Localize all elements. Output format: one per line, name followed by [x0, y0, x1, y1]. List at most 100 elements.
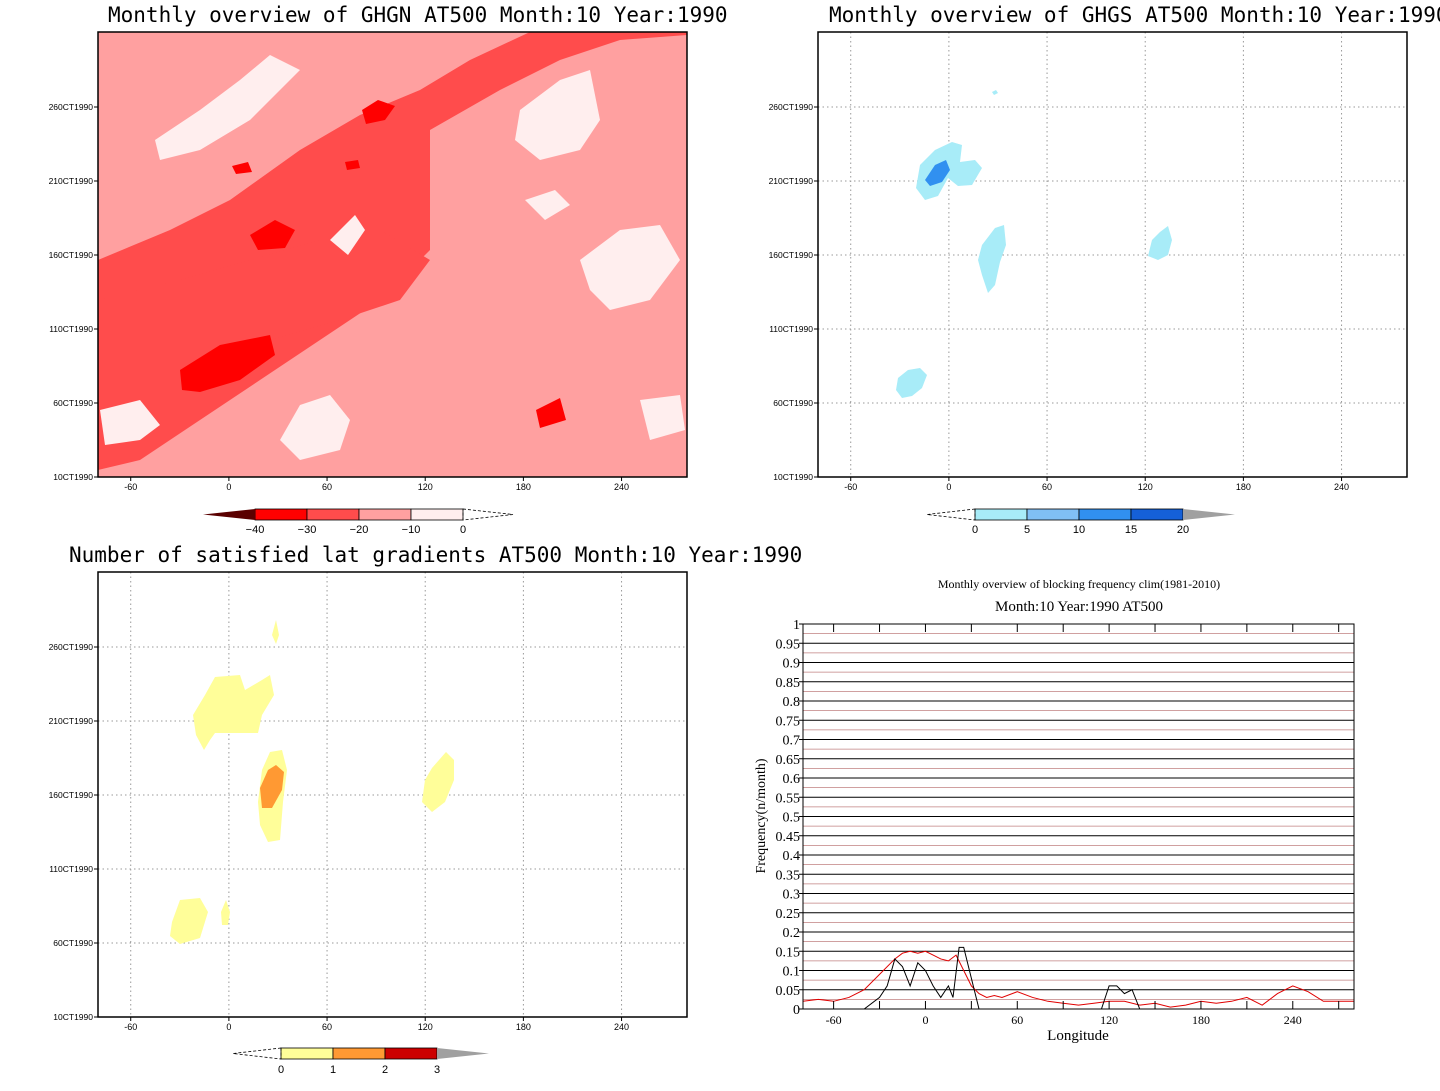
y-tick-label: 210CT1990 — [49, 716, 94, 726]
colorbar-box — [1130, 508, 1184, 521]
frequency-xlabel: Longitude — [1047, 1028, 1109, 1044]
ghgs-contour-region — [896, 368, 927, 398]
y-tick-label: 0.8 — [783, 695, 801, 710]
colorbar-left-triangle — [926, 508, 976, 521]
y-tick-label: 1 — [793, 618, 800, 633]
lat-contour-region — [221, 900, 230, 925]
colorbar-tick-label: 3 — [434, 1064, 440, 1076]
y-tick-label: 160CT1990 — [49, 790, 94, 800]
y-tick-label: 10CT1990 — [53, 1012, 93, 1022]
lat-contour-region — [193, 675, 274, 750]
y-tick-label: 210CT1990 — [769, 176, 814, 186]
ghgn-contour-region — [640, 395, 685, 440]
y-tick-label: 10CT1990 — [773, 472, 813, 482]
colorbar-left-triangle — [232, 1047, 282, 1060]
y-tick-label: 260CT1990 — [769, 102, 814, 112]
y-tick-label: 0.4 — [783, 849, 801, 864]
lat-gradients-title: Number of satisfied lat gradients AT500 … — [69, 543, 803, 567]
ghgs-contour-region — [1148, 226, 1172, 260]
x-tick-label: 180 — [516, 482, 531, 492]
ghgn-contour-region — [98, 230, 430, 400]
x-tick-label: -60 — [844, 482, 857, 492]
colorbar-left-triangle — [203, 509, 255, 520]
ghgn-contour-region — [232, 162, 252, 174]
colorbar-right-triangle — [437, 1048, 489, 1059]
y-tick-label: 0.55 — [776, 791, 801, 806]
y-tick-label: 0.3 — [783, 888, 801, 903]
colorbar-right-triangle — [462, 508, 514, 521]
y-tick-label: 260CT1990 — [49, 642, 94, 652]
frequency-ylabel: Frequency(n/month) — [754, 758, 769, 873]
x-tick-label: -60 — [124, 482, 137, 492]
x-tick-label: 0 — [226, 482, 231, 492]
ghgn-contour-region — [525, 190, 570, 220]
x-tick-label: 120 — [1138, 482, 1153, 492]
y-tick-label: 0.95 — [776, 637, 801, 652]
colorbar-box — [1026, 508, 1080, 521]
x-tick-label: 60 — [1042, 482, 1052, 492]
colorbar-tick-label: 5 — [1024, 524, 1030, 536]
x-tick-label: 0 — [946, 482, 951, 492]
x-tick-label: 60 — [322, 482, 332, 492]
ghgn-contour-region — [280, 395, 350, 460]
y-tick-label: 0.05 — [776, 984, 801, 999]
colorbar-box — [332, 1047, 386, 1060]
y-tick-label: 160CT1990 — [769, 250, 814, 260]
lat-contour-region — [422, 752, 454, 812]
y-tick-label: 0.45 — [776, 830, 801, 845]
y-tick-label: 0.1 — [783, 965, 801, 980]
x-tick-label: 180 — [1236, 482, 1251, 492]
y-tick-label: 160CT1990 — [49, 250, 94, 260]
y-tick-label: 110CT1990 — [769, 324, 813, 334]
colorbar-tick-label: 0 — [460, 524, 466, 536]
x-tick-label: 120 — [418, 1022, 433, 1032]
y-tick-label: 0.7 — [783, 734, 801, 749]
ghgs-contour-region — [992, 90, 998, 95]
x-tick-label: 0 — [922, 1013, 928, 1027]
ghgn-contour-region — [180, 335, 275, 392]
y-tick-label: 110CT1990 — [49, 324, 93, 334]
x-tick-label: 120 — [1100, 1013, 1118, 1027]
colorbar-box — [1078, 508, 1132, 521]
y-tick-label: 0.65 — [776, 753, 801, 768]
x-tick-label: 180 — [1192, 1013, 1210, 1027]
lat-contour-region — [260, 765, 284, 808]
x-tick-label: 120 — [418, 482, 433, 492]
y-tick-label: 260CT1990 — [49, 102, 94, 112]
ghgs-contour-region — [925, 160, 950, 186]
x-tick-label: 240 — [614, 1022, 629, 1032]
frequency-subtitle: Month:10 Year:1990 AT500 — [995, 599, 1163, 615]
x-tick-label: 180 — [516, 1022, 531, 1032]
climatology-line — [802, 950, 1354, 1008]
colorbar-box — [254, 508, 308, 521]
colorbar-tick-label: −10 — [402, 524, 421, 536]
observed-frequency-line — [803, 946, 1141, 1010]
y-tick-label: 10CT1990 — [53, 472, 93, 482]
y-tick-label: 110CT1990 — [49, 864, 93, 874]
colorbar-tick-label: 0 — [972, 524, 978, 536]
ghgn-chart: -60 0 60 120 180 240 10CT1990 60CT1990 110CT1990… — [49, 31, 688, 536]
ghgn-contour-region — [536, 398, 566, 428]
ghgn-contour-region — [155, 55, 300, 160]
y-tick-label: 60CT1990 — [53, 398, 93, 408]
colorbar-right-triangle — [1183, 509, 1235, 520]
frequency-title: Monthly overview of blocking frequency c… — [938, 577, 1220, 591]
colorbar-tick-label: 20 — [1177, 524, 1189, 536]
ghgn-contour-region — [345, 160, 360, 170]
colorbar-tick-label: −30 — [298, 524, 317, 536]
lat-contour-region — [170, 898, 208, 944]
y-tick-label: 60CT1990 — [53, 938, 93, 948]
y-tick-label: 0 — [793, 1003, 800, 1018]
y-tick-label: 210CT1990 — [49, 176, 94, 186]
frequency-chart: Monthly overview of blocking frequency c… — [754, 577, 1355, 1044]
y-tick-label: 0.6 — [783, 772, 801, 787]
y-tick-label: 0.9 — [783, 657, 801, 672]
ghgn-contour-region — [100, 400, 160, 445]
ghgs-chart: -60 0 60 120 180 240 10CT1990 60CT1990 110CT1990… — [769, 31, 1408, 536]
ghgn-contour-region — [330, 215, 365, 255]
ghgn-title: Monthly overview of GHGN AT500 Month:10 … — [108, 3, 728, 27]
colorbar-box — [384, 1047, 438, 1060]
y-tick-label: 0.75 — [776, 714, 801, 729]
x-tick-label: -60 — [826, 1013, 842, 1027]
x-tick-label: 60 — [1011, 1013, 1023, 1027]
